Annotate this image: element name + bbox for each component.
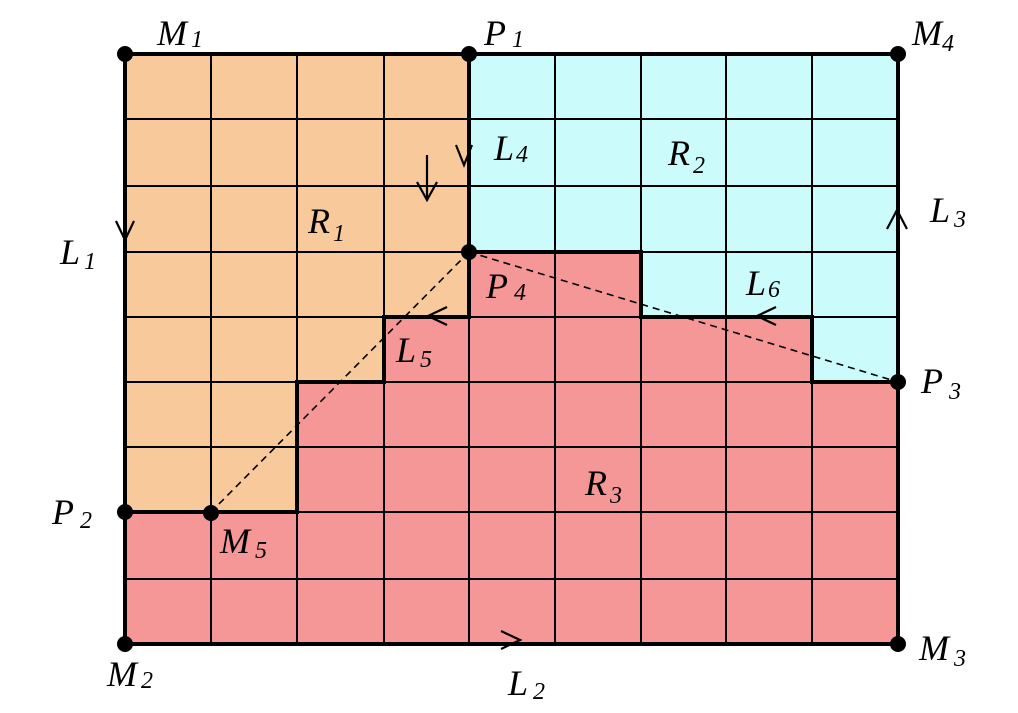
- arrow-up-icon: [886, 207, 908, 230]
- dashed-line-p4-m5: [210, 251, 470, 513]
- point-p1-dot: [461, 46, 477, 62]
- dashed-lines: [210, 251, 899, 513]
- arrow-down-icon: [454, 144, 474, 168]
- dashed-line-p4-p3: [468, 251, 899, 383]
- point-m5-dot: [203, 505, 219, 521]
- boundary-l6-line: [469, 250, 898, 384]
- region-r2-fill: [469, 54, 898, 382]
- boundary-l5-line: [125, 252, 471, 514]
- point-m3-dot: [890, 636, 906, 652]
- arrow-down-icon: [115, 220, 135, 243]
- boundary-l6-label: L6: [745, 263, 780, 303]
- point-m2-dot: [117, 636, 133, 652]
- point-p4-dot: [461, 244, 477, 260]
- point-markers: [117, 46, 906, 652]
- point-m4-dot: [890, 46, 906, 62]
- direction-arrows: [115, 144, 908, 650]
- point-p2-dot: [117, 504, 133, 520]
- arrow-right-icon: [500, 630, 523, 650]
- point-m4-label: M4: [911, 13, 954, 57]
- arrow-down-icon: [416, 181, 438, 203]
- arrow-left-icon: [754, 306, 777, 326]
- grid-lines: [125, 54, 898, 644]
- point-m1-dot: [117, 46, 133, 62]
- point-p3-dot: [890, 374, 906, 390]
- boundary-l4-label: L4: [493, 128, 528, 168]
- arrow-left-icon: [425, 306, 448, 326]
